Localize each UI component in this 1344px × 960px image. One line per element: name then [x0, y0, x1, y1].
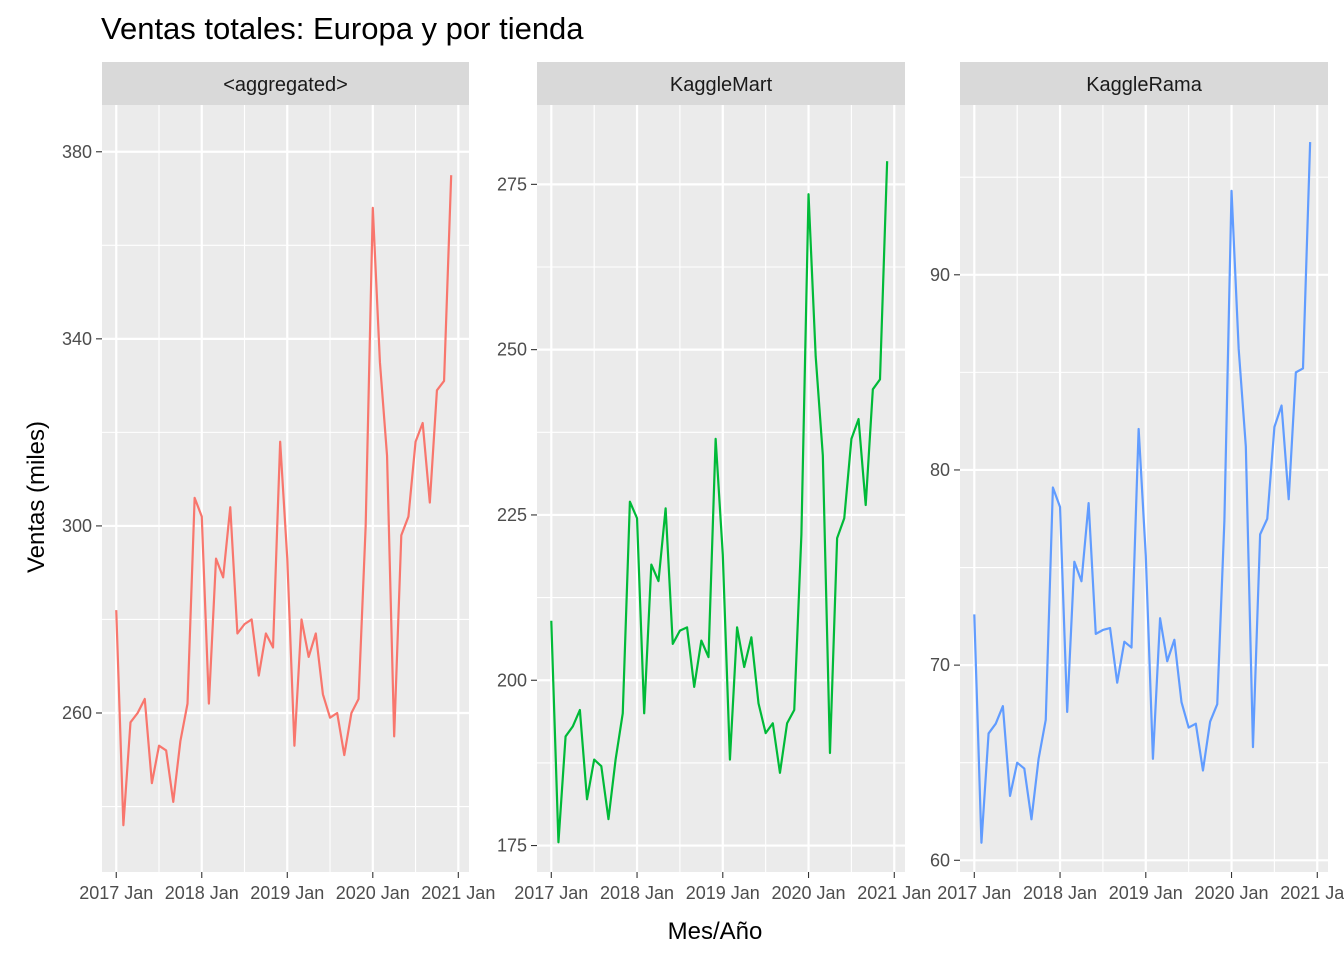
x-tick-label: 2020 Jan — [1194, 883, 1268, 903]
x-tick-label: 2017 Jan — [514, 883, 588, 903]
series-line-0 — [115, 175, 453, 827]
x-axis-title: Mes/Año — [668, 918, 763, 945]
y-tick-label: 275 — [497, 174, 527, 194]
chart-title: Ventas totales: Europa y por tienda — [101, 11, 584, 46]
facet-strip — [537, 62, 905, 105]
y-tick-label: 260 — [62, 703, 92, 723]
facet-panel-1: KaggleMart 175 200 225 250 275 2017 Jan 2018 Ja… — [497, 62, 931, 903]
facet-panel-2: KaggleRama 60 70 80 90 2017 Jan 2018 Jan 2019 J… — [930, 62, 1344, 903]
x-tick-label: 2017 Jan — [79, 883, 153, 903]
series-line-1 — [550, 161, 889, 844]
y-axis-title: Ventas (miles) — [23, 421, 50, 573]
x-tick-label: 2019 Jan — [686, 883, 760, 903]
y-tick-label: 90 — [930, 265, 950, 285]
x-tick-label: 2020 Jan — [771, 883, 845, 903]
panel-background — [537, 105, 905, 872]
y-tick-label: 70 — [930, 655, 950, 675]
series-line-2 — [973, 142, 1312, 844]
facet-strip-label: KaggleMart — [670, 74, 773, 96]
y-tick-label: 225 — [497, 505, 527, 525]
y-tick-label: 340 — [62, 329, 92, 349]
panel-background — [960, 105, 1328, 872]
x-tick-label: 2018 Jan — [1023, 883, 1097, 903]
y-tick-label: 380 — [62, 142, 92, 162]
y-tick-label: 175 — [497, 836, 527, 856]
facet-strip-label: <aggregated> — [223, 74, 348, 96]
facet-panel-0: <aggregated> 260 300 340 380 2017 Jan 2018 Jan… — [62, 62, 495, 903]
x-tick-label: 2021 Jan — [857, 883, 931, 903]
panel-plot-area — [537, 105, 905, 872]
y-tick-label: 60 — [930, 850, 950, 870]
x-tick-label: 2020 Jan — [336, 883, 410, 903]
facet-strip — [960, 62, 1328, 105]
y-tick-label: 250 — [497, 340, 527, 360]
x-tick-label: 2021 Jan — [421, 883, 495, 903]
facet-strip — [102, 62, 469, 105]
x-tick-label: 2021 Jan — [1280, 883, 1344, 903]
x-tick-label: 2019 Jan — [1109, 883, 1183, 903]
panel-plot-area — [960, 105, 1328, 872]
x-tick-label: 2018 Jan — [165, 883, 239, 903]
y-tick-label: 80 — [930, 460, 950, 480]
x-tick-label: 2018 Jan — [600, 883, 674, 903]
panel-background — [102, 105, 469, 872]
y-tick-label: 300 — [62, 516, 92, 536]
y-tick-label: 200 — [497, 670, 527, 690]
x-tick-label: 2019 Jan — [250, 883, 324, 903]
facet-strip-label: KaggleRama — [1086, 74, 1203, 96]
panel-plot-area — [102, 105, 469, 872]
facet-panels: <aggregated> 260 300 340 380 2017 Jan 2018 Jan… — [62, 62, 1344, 903]
x-tick-label: 2017 Jan — [937, 883, 1011, 903]
